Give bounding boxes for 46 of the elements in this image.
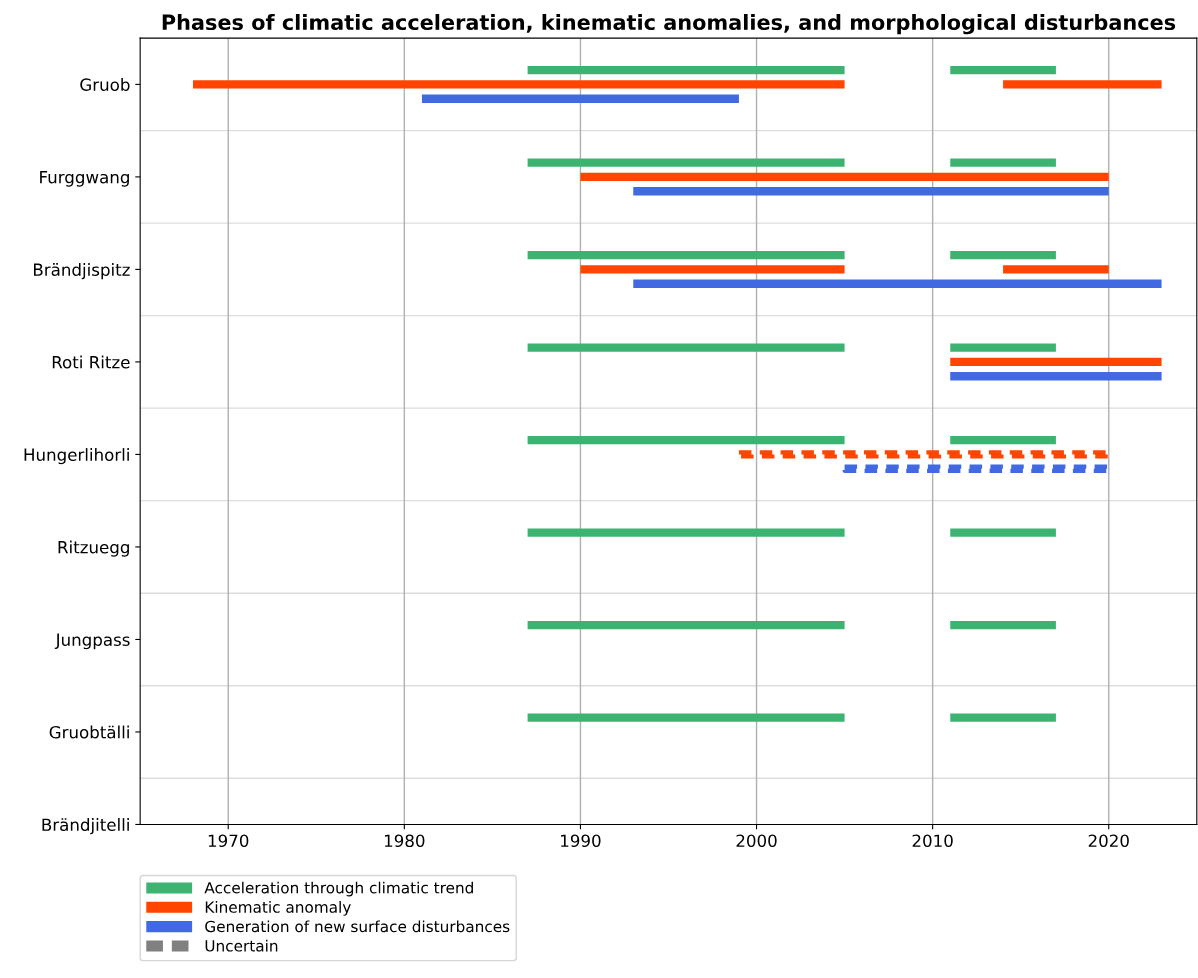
legend-label: Generation of new surface disturbances bbox=[205, 920, 510, 933]
x-tick-label: 1970 bbox=[208, 834, 249, 848]
y-tick-label: Furggwang bbox=[40, 171, 129, 187]
y-tick-label: Roti Ritze bbox=[52, 355, 130, 369]
bar bbox=[421, 94, 739, 103]
legend-label: Kinematic anomaly bbox=[205, 901, 351, 916]
y-tick-label: Brändjispitz bbox=[34, 263, 130, 280]
y-tick-label: Hungerlihorli bbox=[24, 448, 129, 465]
x-tick-label: 1990 bbox=[561, 834, 601, 848]
y-tick-label: Jungpass bbox=[54, 633, 130, 650]
y-tick-label: Gruob bbox=[80, 78, 130, 91]
bar bbox=[950, 343, 1056, 352]
y-tick-label: Brändjitelli bbox=[42, 818, 129, 835]
x-tick-label: 2010 bbox=[912, 834, 953, 848]
x-tick-label: 2020 bbox=[1088, 834, 1129, 848]
bar bbox=[950, 528, 1056, 537]
y-tick-label: Gruobtälli bbox=[49, 725, 129, 739]
bar bbox=[950, 250, 1056, 260]
y-tick-label: Ritzuegg bbox=[58, 540, 129, 557]
bar bbox=[633, 187, 1109, 196]
bar bbox=[950, 158, 1056, 167]
legend-label: Uncertain bbox=[205, 939, 278, 952]
bar bbox=[527, 435, 845, 445]
x-tick-label: 1980 bbox=[384, 834, 425, 848]
bar bbox=[527, 343, 845, 352]
bar bbox=[950, 435, 1056, 445]
bar bbox=[1003, 80, 1162, 89]
bar bbox=[950, 713, 1056, 722]
bar bbox=[527, 65, 845, 75]
chart-title: Phases of climatic acceleration, kinematic anomalies, and morphological disturbances bbox=[162, 13, 1176, 35]
bar bbox=[193, 80, 845, 89]
legend-label: Acceleration through climatic trend bbox=[204, 881, 473, 897]
x-tick-label: 2000 bbox=[736, 834, 777, 848]
bar bbox=[527, 713, 845, 722]
bar bbox=[950, 357, 1162, 367]
bar bbox=[527, 620, 845, 630]
bar bbox=[950, 65, 1056, 75]
bar bbox=[1003, 265, 1109, 274]
bar bbox=[633, 279, 1162, 288]
bar bbox=[950, 620, 1056, 630]
bar bbox=[527, 158, 845, 167]
bar bbox=[950, 372, 1162, 381]
bar bbox=[527, 250, 845, 260]
bar bbox=[580, 265, 845, 274]
bar bbox=[527, 528, 845, 537]
bar bbox=[580, 172, 1109, 182]
